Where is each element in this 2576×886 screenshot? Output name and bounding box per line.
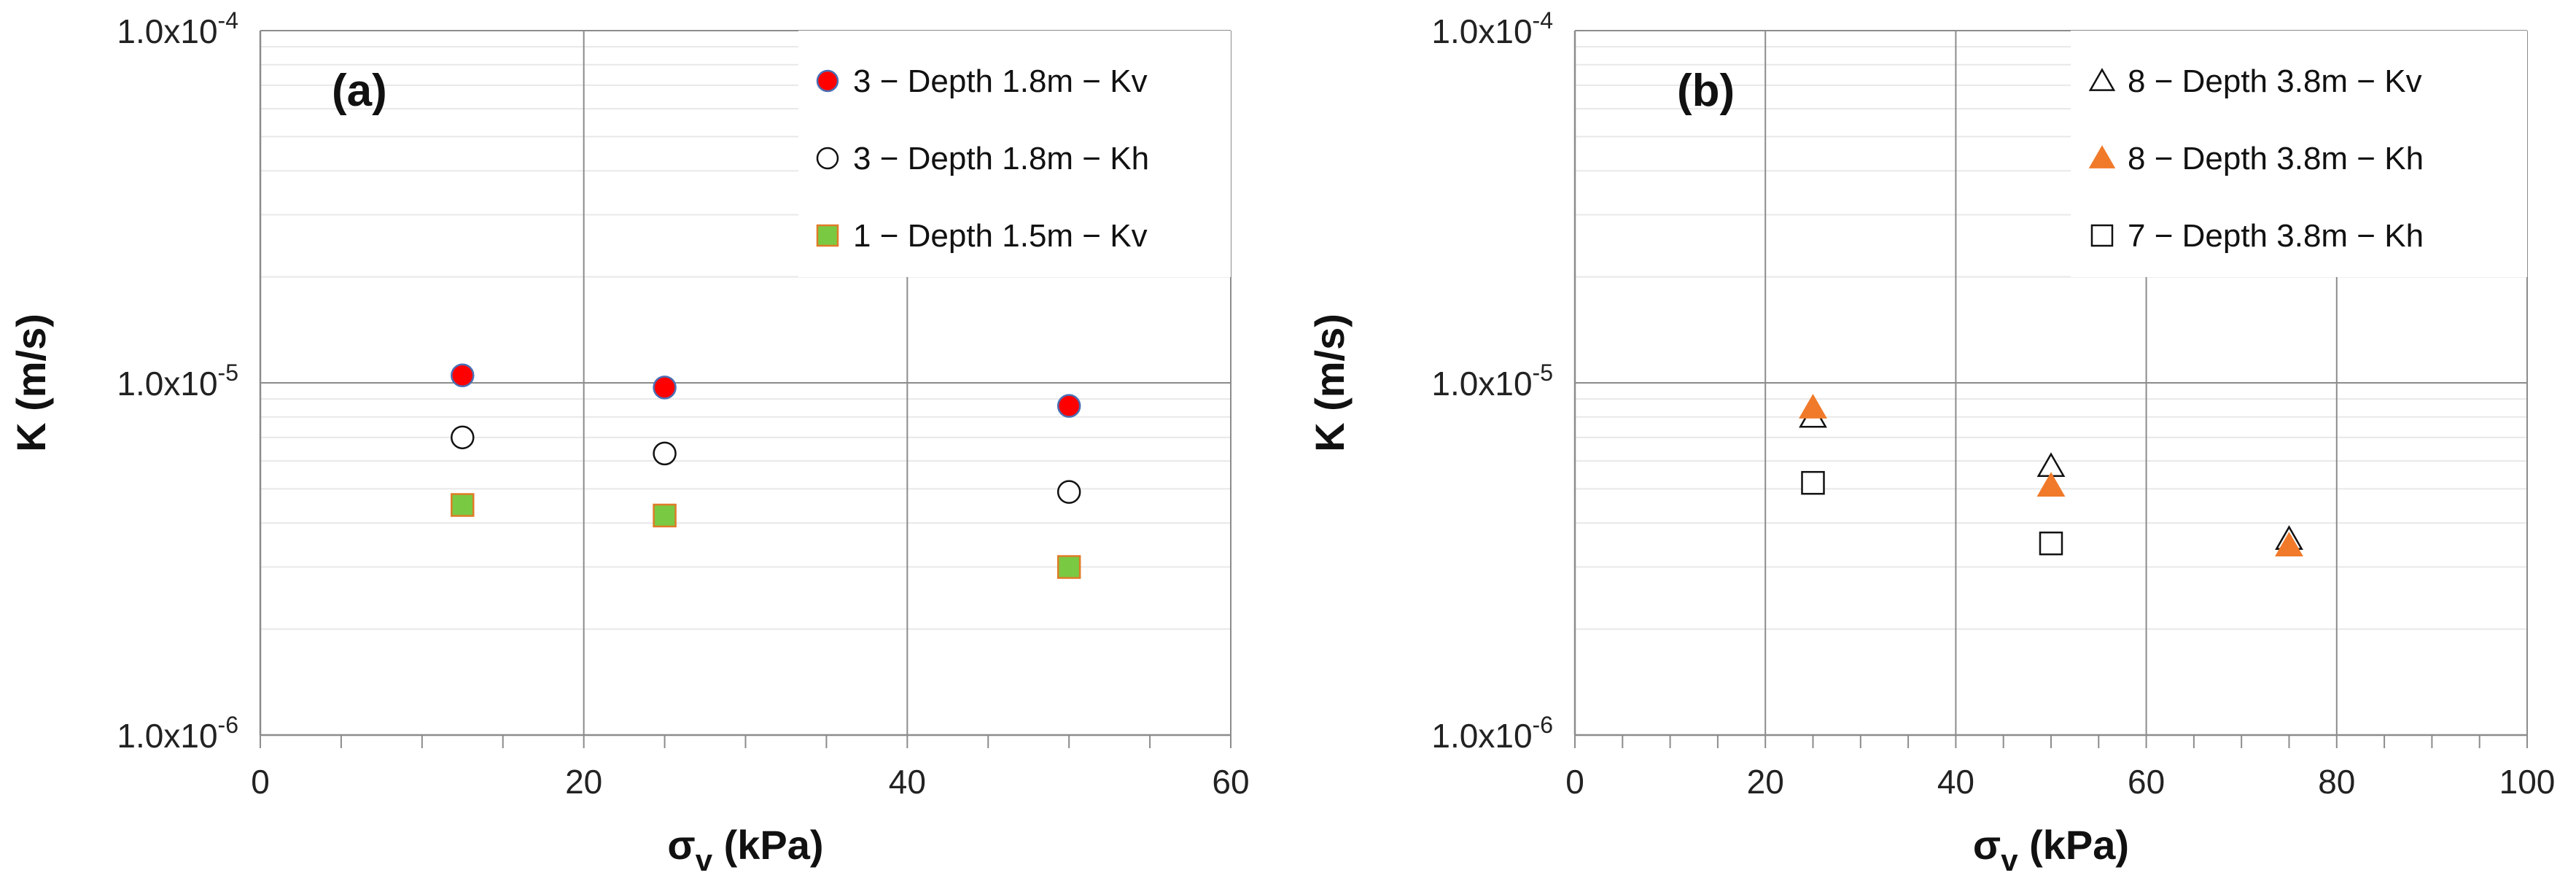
legend-marker [2088, 145, 2116, 168]
x-tick-label: 20 [565, 763, 602, 801]
data-point [1057, 394, 1081, 418]
panel-label: (a) [332, 66, 387, 116]
x-tick-label: 0 [1565, 763, 1584, 801]
y-axis-title: K (m/s) [8, 314, 54, 452]
data-point [1801, 470, 1825, 495]
y-axis-title: K (m/s) [1307, 314, 1353, 452]
data-point [2036, 472, 2066, 497]
data-point [1057, 480, 1081, 504]
y-tick-exponent: -4 [218, 7, 238, 34]
legend-label: 3 − Depth 1.8m − Kh [853, 141, 1149, 176]
data-point [653, 503, 677, 528]
x-minor-ticks [260, 735, 1231, 748]
x-tick-label: 40 [1937, 763, 1974, 801]
x-axis-title-subscript: v [696, 843, 713, 877]
legend-label: 1 − Depth 1.5m − Kv [853, 218, 1148, 254]
y-tick-mantissa: 1.0x10 [117, 365, 217, 403]
data-point [653, 441, 677, 466]
y-tick-exponent: -5 [1533, 360, 1553, 386]
panel-label: (b) [1677, 66, 1735, 116]
legend: 8 − Depth 3.8m − Kv 8 − Depth 3.8m − Kh 7 … [2071, 31, 2527, 277]
x-tick-label: 80 [2318, 763, 2355, 801]
x-axis-title: σv (kPa) [667, 822, 823, 877]
x-axis-title-symbol: σ [1973, 822, 2001, 868]
x-tick-label: 60 [1212, 763, 1249, 801]
x-tick-label: 0 [251, 763, 270, 801]
y-tick-label: 1.0x10-4 [1431, 7, 1553, 50]
legend-background [2071, 31, 2527, 277]
x-axis-title-unit: (kPa) [2018, 822, 2130, 868]
series-1 [1799, 394, 2303, 556]
legend-background [798, 31, 1231, 277]
y-tick-mantissa: 1.0x10 [1431, 365, 1532, 403]
data-point [1057, 555, 1081, 579]
y-tick-exponent: -5 [218, 360, 238, 386]
x-tick-label: 20 [1747, 763, 1784, 801]
x-axis-title-unit: (kPa) [712, 822, 824, 868]
series-2 [1801, 470, 2063, 556]
y-tick-exponent: -6 [1533, 712, 1553, 738]
series-1 [451, 425, 1081, 504]
data-point [1799, 394, 1827, 419]
legend-label: 3 − Depth 1.8m − Kv [853, 63, 1148, 99]
y-tick-mantissa: 1.0x10 [1431, 12, 1532, 50]
data-point [653, 376, 677, 400]
y-tick-label: 1.0x10-6 [117, 712, 238, 755]
legend-marker [816, 69, 839, 93]
y-tick-label: 1.0x10-4 [117, 7, 238, 50]
data-point [2039, 531, 2063, 556]
legend-label: 7 − Depth 3.8m − Kh [2128, 218, 2424, 254]
data-point [451, 425, 475, 450]
legend-marker [2090, 224, 2114, 247]
series-2 [451, 493, 1081, 579]
chart-panel-a: 0 20 40 601.0x10-61.0x10-51.0x10-4σv (kPa)K… [8, 7, 1250, 877]
x-tick-label: 100 [2499, 763, 2556, 801]
x-axis-title-subscript: v [2001, 843, 2018, 877]
y-tick-label: 1.0x10-5 [117, 360, 238, 403]
x-axis-title-symbol: σ [667, 822, 695, 868]
legend-marker [816, 224, 839, 247]
y-tick-exponent: -4 [1533, 7, 1553, 34]
series-0 [451, 363, 1081, 418]
x-axis-title: σv (kPa) [1973, 822, 2129, 877]
legend-label: 8 − Depth 3.8m − Kh [2128, 141, 2424, 176]
data-point [2275, 532, 2303, 556]
y-tick-label: 1.0x10-6 [1431, 712, 1553, 755]
legend: 3 − Depth 1.8m − Kv 3 − Depth 1.8m − Kh 1 … [798, 31, 1231, 277]
y-tick-mantissa: 1.0x10 [117, 12, 217, 50]
data-point [451, 363, 475, 388]
x-tick-label: 60 [2128, 763, 2165, 801]
legend-label: 8 − Depth 3.8m − Kv [2128, 63, 2422, 99]
data-point [451, 493, 475, 517]
x-tick-label: 40 [889, 763, 926, 801]
legend-marker [816, 147, 839, 170]
y-tick-label: 1.0x10-5 [1431, 360, 1553, 403]
y-tick-exponent: -6 [218, 712, 238, 738]
legend-marker [2088, 68, 2116, 91]
y-tick-mantissa: 1.0x10 [1431, 717, 1532, 755]
y-tick-mantissa: 1.0x10 [117, 717, 217, 755]
x-minor-ticks [1574, 735, 2528, 748]
